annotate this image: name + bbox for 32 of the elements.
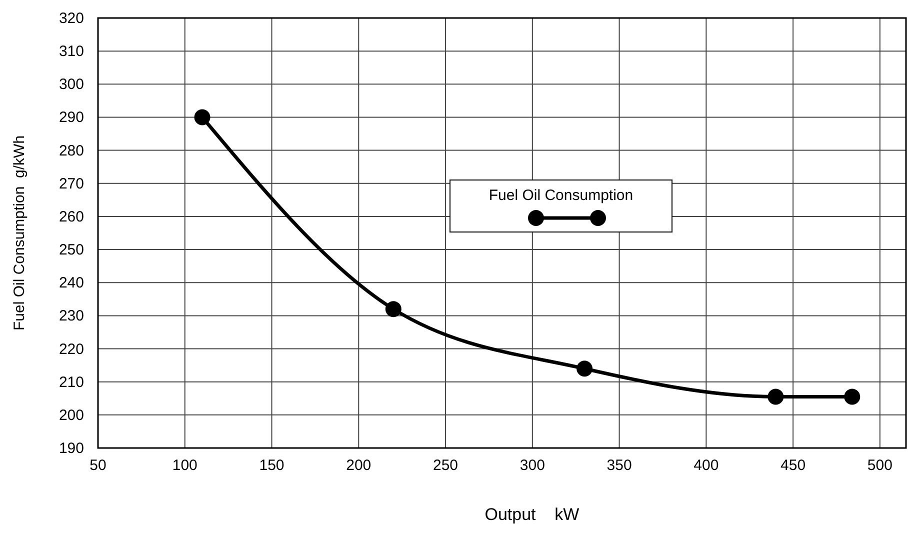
x-tick-label: 150	[259, 457, 284, 474]
x-tick-label: 200	[346, 457, 372, 474]
y-tick-label: 210	[58, 374, 84, 391]
y-tick-label: 250	[58, 242, 84, 259]
y-tick-label: 190	[58, 440, 84, 457]
point	[385, 301, 402, 318]
y-tick-label: 320	[58, 10, 84, 27]
x-tick-label: 250	[433, 457, 458, 474]
x-tick-label: 100	[172, 457, 198, 474]
y-tick-label: 280	[58, 142, 84, 160]
x-tick-label: 50	[90, 457, 106, 474]
x-axis-title: Output kW	[484, 505, 580, 524]
y-tick-label: 200	[58, 406, 84, 424]
y-tick-label: 270	[58, 175, 84, 192]
y-tick-label: 240	[58, 274, 84, 292]
y-axis-title: Fuel Oil Consumption g/kWh	[11, 135, 28, 331]
text: Fuel Oil Consumption	[488, 187, 634, 204]
y-tick-label: 230	[58, 308, 84, 325]
x-tick-label: 450	[780, 457, 806, 474]
y-tick-label: 310	[58, 43, 84, 60]
y-tick-label: 300	[58, 76, 84, 94]
point	[768, 388, 784, 405]
x-tick-label: 300	[520, 457, 545, 474]
point	[576, 360, 593, 377]
y-tick-label: 220	[58, 340, 84, 358]
point	[194, 109, 210, 126]
x-tick-label: 400	[694, 457, 719, 474]
x-tick-label: 350	[606, 457, 632, 474]
y-tick-label: 290	[58, 109, 84, 126]
x-tick-label: 500	[867, 457, 892, 474]
y-tick-label: 260	[58, 208, 84, 226]
point	[844, 388, 860, 405]
